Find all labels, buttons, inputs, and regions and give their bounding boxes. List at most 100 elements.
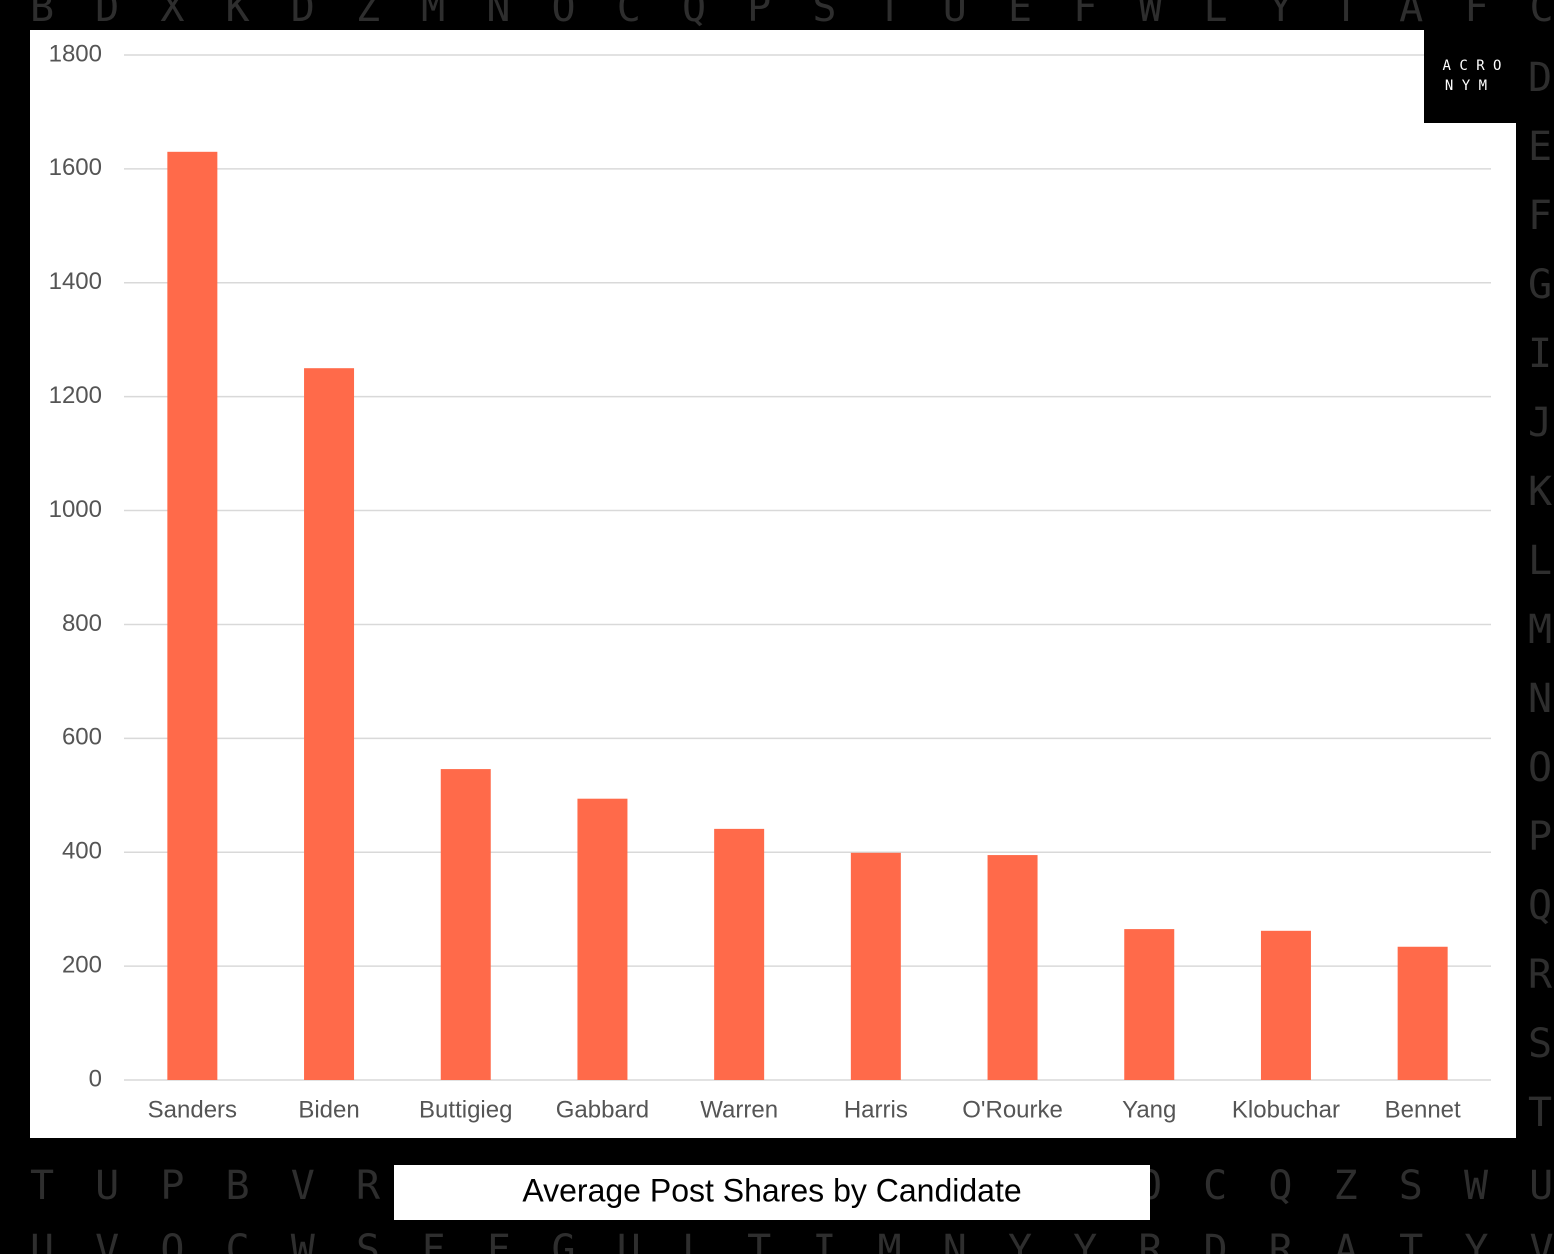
- bg-letter: Q: [682, 0, 706, 31]
- bg-letter: S: [1528, 1021, 1552, 1067]
- bg-letter: U: [30, 1227, 54, 1254]
- bar: [987, 855, 1038, 1080]
- bg-letter: F: [421, 1227, 445, 1254]
- x-tick-label: Yang: [1122, 1096, 1176, 1123]
- logo: N Y M: [1445, 78, 1487, 94]
- bg-letter: Q: [1268, 1163, 1292, 1209]
- bg-letter: C: [617, 0, 641, 31]
- bg-letter: P: [160, 1163, 184, 1209]
- bg-letter: A: [1399, 0, 1423, 31]
- y-tick-label: 800: [62, 610, 102, 637]
- x-tick-label: Bennet: [1385, 1096, 1461, 1123]
- y-tick-label: 600: [62, 724, 102, 751]
- bg-letter: Z: [1334, 1163, 1358, 1209]
- bg-letter: O: [1528, 745, 1552, 791]
- bg-letter: B: [226, 1163, 250, 1209]
- bg-letter: G: [1528, 262, 1552, 308]
- bg-letter: O: [160, 1227, 184, 1254]
- bg-letter: T: [30, 1163, 54, 1209]
- bg-letter: U: [95, 1163, 119, 1209]
- bg-letter: U: [617, 1227, 641, 1254]
- bg-letter: T: [1399, 1227, 1423, 1254]
- bg-letter: P: [1528, 814, 1552, 860]
- bg-letter: Y: [1269, 0, 1293, 31]
- bg-letter: O: [552, 0, 576, 31]
- title-box: [394, 1165, 1150, 1220]
- background-letters: B D X K D Z M N O C Q P S T U E F W L Y T A F CDEFGIJKLMNOPQRST…: [30, 0, 1554, 1254]
- bg-letter: T: [747, 1227, 771, 1254]
- bg-letter: T: [1528, 1090, 1552, 1136]
- bg-letter: Y: [1073, 1227, 1097, 1254]
- bg-letter: D: [95, 0, 119, 31]
- bg-letter: F: [1073, 0, 1097, 31]
- logo-box: [1424, 30, 1516, 123]
- bg-letter: T: [1334, 0, 1358, 31]
- bg-letter: S: [812, 0, 836, 31]
- logo: A C R O: [1442, 58, 1501, 74]
- bg-letter: F: [1464, 0, 1488, 31]
- bg-letter: Q: [1528, 883, 1552, 929]
- bg-letter: I: [1528, 331, 1552, 377]
- bg-letter: N: [943, 1227, 967, 1254]
- bg-letter: B: [30, 0, 54, 31]
- bg-letter: L: [1204, 0, 1228, 31]
- bg-letter: J: [1528, 400, 1552, 446]
- bg-letter: M: [421, 0, 445, 31]
- x-tick-label: O'Rourke: [962, 1096, 1063, 1123]
- y-tick-label: 1400: [49, 268, 102, 295]
- plot: 0 200 400 600 800 1000 1200 1400 1600 1800 Sanders…: [49, 40, 1491, 1123]
- bar: [440, 769, 491, 1080]
- y-tick-label: 200: [62, 951, 102, 978]
- bg-letter: U: [943, 0, 967, 31]
- x-tick-label: Harris: [844, 1096, 908, 1123]
- bg-letter: V: [95, 1227, 119, 1254]
- bg-letter: X: [160, 0, 184, 31]
- bg-letter: E: [1008, 0, 1032, 31]
- bg-letter: K: [1528, 469, 1552, 515]
- bar: [850, 852, 901, 1080]
- bg-letter: D: [1204, 1227, 1228, 1254]
- bg-letter: Y: [1008, 1227, 1032, 1254]
- bar: [1260, 930, 1311, 1080]
- bg-letter: U: [1529, 1163, 1553, 1209]
- bar: [304, 368, 355, 1080]
- bg-letter: W: [291, 1227, 316, 1254]
- bg-letter: M: [1528, 607, 1552, 653]
- bg-letter: R: [1269, 1227, 1294, 1254]
- chart-title: Average Post Shares by Candidate: [522, 1172, 1021, 1208]
- bg-letter: G: [552, 1227, 576, 1254]
- bar: [167, 151, 218, 1081]
- y-tick-label: 0: [89, 1065, 102, 1092]
- bg-letter: L: [1528, 538, 1552, 584]
- bg-letter: N: [486, 0, 510, 31]
- bg-letter: Y: [1464, 1227, 1488, 1254]
- bg-letter: V: [291, 1163, 315, 1209]
- bg-letter: C: [1530, 0, 1554, 31]
- x-tick-label: Gabbard: [556, 1096, 649, 1123]
- bg-letter: C: [226, 1227, 250, 1254]
- bg-letter: R: [356, 1163, 381, 1209]
- bg-letter: R: [1138, 1227, 1163, 1254]
- x-tick-label: Warren: [700, 1096, 778, 1123]
- bg-letter: S: [356, 1227, 380, 1254]
- bg-letter: W: [1138, 0, 1163, 31]
- bg-letter: A: [1334, 1227, 1358, 1254]
- x-tick-label: Klobuchar: [1232, 1096, 1340, 1123]
- bg-letter: K: [226, 0, 250, 31]
- y-tick-label: 1800: [49, 40, 102, 67]
- x-tick-label: Biden: [298, 1096, 359, 1123]
- x-tick-label: Sanders: [148, 1096, 237, 1123]
- x-tick-label: Buttigieg: [419, 1096, 512, 1123]
- bg-letter: S: [1399, 1163, 1423, 1209]
- bar: [1397, 946, 1448, 1080]
- bg-letter: I: [812, 1227, 836, 1254]
- bar: [714, 828, 765, 1080]
- bg-letter: F: [486, 1227, 510, 1254]
- bar: [1124, 929, 1175, 1080]
- bar: [577, 798, 628, 1080]
- bg-letter: L: [682, 1227, 706, 1254]
- bg-letter: E: [1528, 124, 1552, 170]
- y-tick-label: 400: [62, 838, 102, 865]
